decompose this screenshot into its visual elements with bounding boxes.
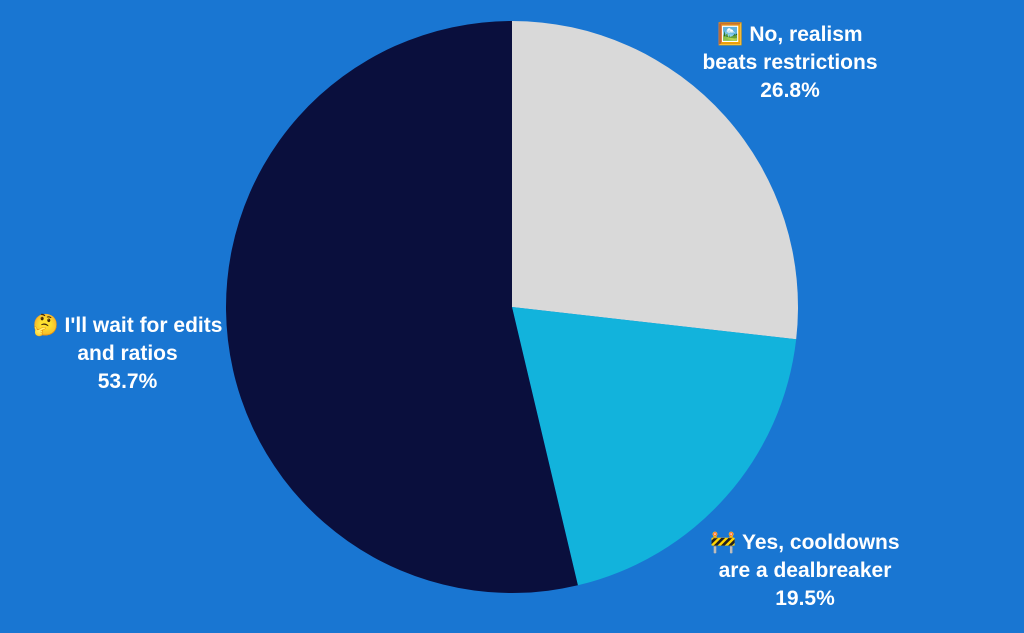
category-label: 🖼️ No, realism beats restrictions [702,23,878,74]
value-label: 19.5% [775,587,835,610]
slice-label: 🚧 Yes, cooldowns are a dealbreaker 19.5% [700,529,910,613]
category-label: 🚧 Yes, cooldowns are a dealbreaker [710,531,900,582]
slice-label: 🖼️ No, realism beats restrictions 26.8% [690,21,890,105]
pie-slice [512,307,797,586]
category-label: 🤔 I'll wait for edits and ratios [32,314,223,365]
value-label: 26.8% [760,79,820,102]
pie-slice [225,21,578,593]
slice-label: 🤔 I'll wait for edits and ratios 53.7% [30,312,225,396]
value-label: 53.7% [97,370,158,393]
pie-slice [512,21,799,340]
